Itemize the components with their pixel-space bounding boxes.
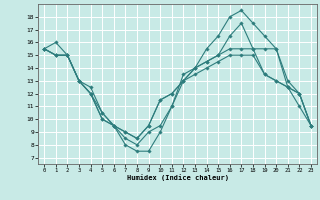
X-axis label: Humidex (Indice chaleur): Humidex (Indice chaleur)	[127, 175, 228, 181]
